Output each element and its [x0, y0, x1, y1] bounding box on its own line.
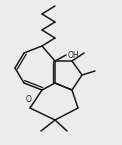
Text: OH: OH	[68, 50, 80, 59]
Text: O: O	[26, 95, 32, 104]
